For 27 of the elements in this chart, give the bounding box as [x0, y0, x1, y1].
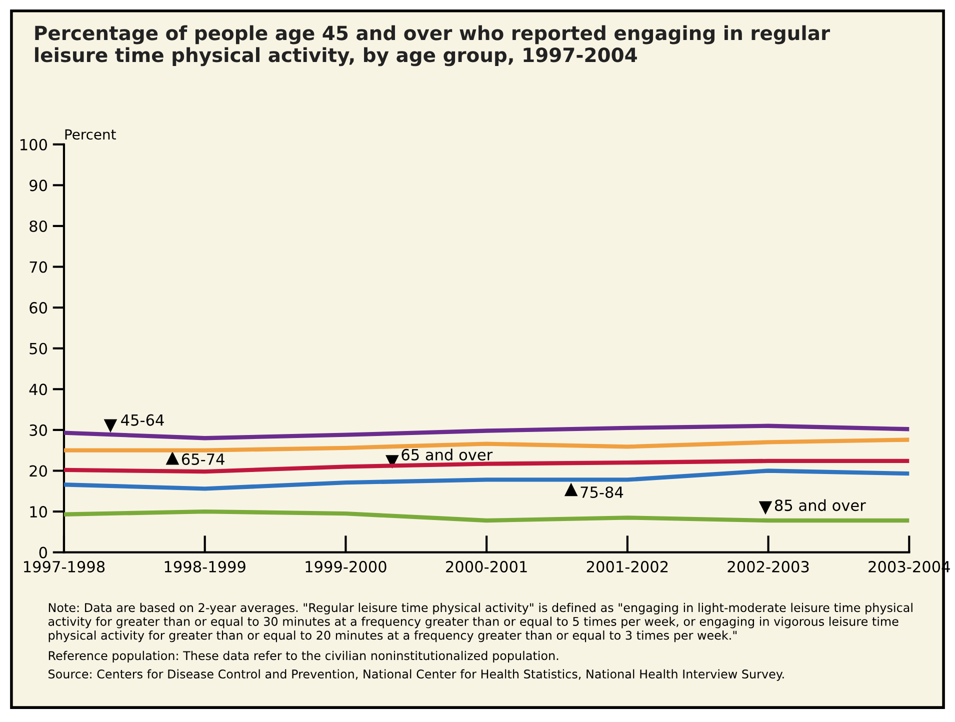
- series-label: 85 and over: [774, 499, 866, 512]
- x-tick-label: 2001-2002: [586, 560, 668, 572]
- y-tick-label: 10: [30, 506, 47, 518]
- series-label: 45-64: [121, 414, 164, 426]
- y-tick-label: 50: [30, 342, 47, 354]
- x-tick-label: 1999-2000: [306, 560, 386, 572]
- text: Reference population: These data refer to the civilian noninstitutionalized population.: [48, 650, 558, 662]
- series-label: 65 and over: [402, 448, 493, 460]
- y-tick-label: 30: [30, 424, 47, 436]
- y-tick-label: 0: [39, 546, 47, 558]
- y-tick-label: 20: [30, 465, 47, 477]
- source-note: Source: Centers for Disease Control and Prevention, National Center for Health Statistics, National Health Interview Survey.: [48, 669, 784, 681]
- y-tick-label: 100: [20, 138, 47, 150]
- x-tick-label: 1998-1999: [164, 560, 246, 572]
- series-label: 65-74: [182, 453, 224, 465]
- y-tick-label: 70: [30, 261, 47, 273]
- y-tick-label: 80: [30, 220, 47, 232]
- x-tick-label: 2000-2001: [446, 560, 527, 572]
- y-tick-label: 60: [30, 302, 47, 314]
- y-axis-title: Percent: [65, 129, 116, 140]
- text: Note: Data are based on 2-year averages. "Regular leisure time physical activity" is defined as "engaging in light-moderate leisure time physical activity for greater than or equal to 30 minutes at a frequency greater than or equal to 5 times per week, or engaging in vigorous leisure time physical activity for greater than or equal to 20 minutes at a frequency greater than or equal to 3 times per week.": [48, 602, 912, 642]
- chart-title: Percentage of people age 45 and over who reported engaging in regular leisure time physical activity, by age group, 1997-2004: [35, 25, 830, 66]
- series-label: 75-84: [580, 486, 624, 498]
- y-tick-label: 40: [29, 384, 47, 396]
- x-tick-label: 1997-1998: [24, 560, 105, 572]
- y-tick-label: 90: [30, 180, 47, 192]
- x-tick-label: 2002-2003: [728, 560, 809, 572]
